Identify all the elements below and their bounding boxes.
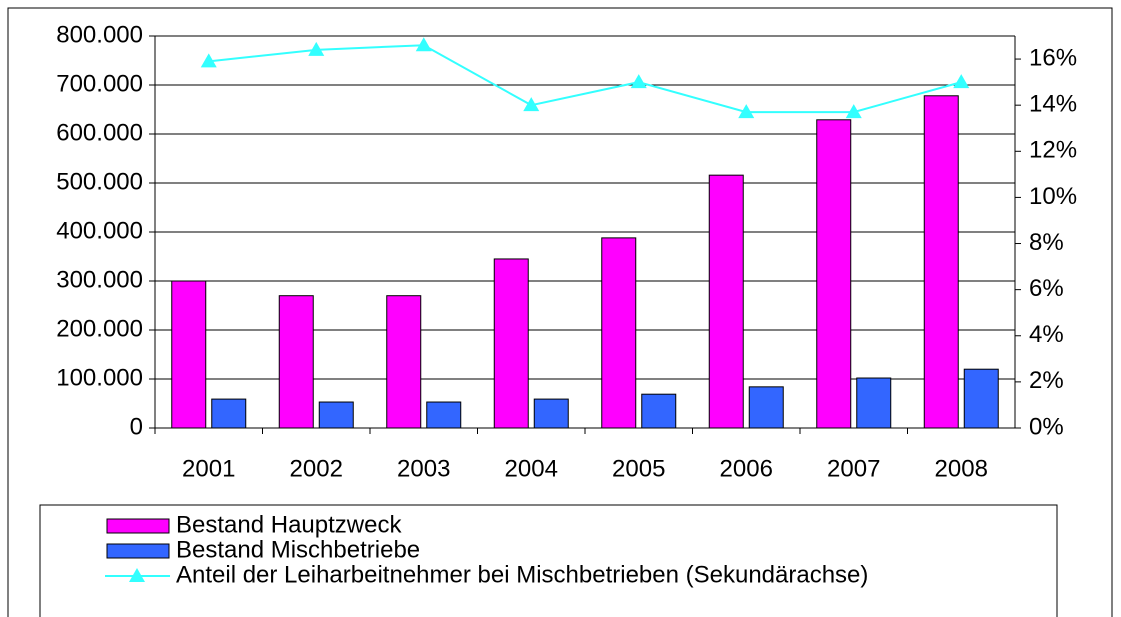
y-tick-label: 400.000 [56, 217, 143, 244]
legend-marker [129, 568, 145, 582]
y-tick-label: 200.000 [56, 315, 143, 342]
y-tick-label: 600.000 [56, 119, 143, 146]
y-tick-label: 0 [130, 413, 143, 440]
y-tick-label: 800.000 [56, 21, 143, 48]
bar [493, 258, 529, 429]
marker [845, 104, 862, 119]
chart-border [7, 7, 1113, 617]
y2-tick-label: 14% [1029, 91, 1077, 118]
marker [953, 74, 970, 89]
x-tick-label: 2007 [827, 455, 880, 482]
legend-label: Anteil der Leiharbeitnehmer bei Mischbet… [176, 561, 868, 588]
y2-tick-label: 10% [1029, 183, 1077, 210]
y2-tick-label: 2% [1029, 367, 1064, 394]
bar [318, 401, 354, 429]
legend-label: Bestand Hauptzweck [176, 511, 402, 538]
y-tick-label: 300.000 [56, 266, 143, 293]
x-tick-label: 2006 [720, 455, 773, 482]
marker [200, 53, 217, 68]
legend-label: Bestand Mischbetriebe [176, 536, 420, 563]
x-tick-label: 2002 [290, 455, 343, 482]
bar [641, 393, 677, 429]
bar [601, 237, 637, 429]
marker [415, 37, 432, 52]
x-tick-label: 2001 [182, 455, 235, 482]
x-tick-label: 2005 [612, 455, 665, 482]
legend-box [39, 504, 1058, 617]
marker [738, 104, 755, 119]
bar [533, 398, 569, 429]
bar [171, 280, 207, 429]
legend-swatch [106, 543, 170, 559]
y2-tick-label: 4% [1029, 321, 1064, 348]
y2-tick-label: 6% [1029, 275, 1064, 302]
x-tick-label: 2008 [935, 455, 988, 482]
x-tick-label: 2004 [505, 455, 558, 482]
bar [278, 295, 314, 429]
y2-tick-label: 8% [1029, 229, 1064, 256]
y2-tick-label: 0% [1029, 413, 1064, 440]
x-tick-label: 2003 [397, 455, 450, 482]
y-tick-label: 500.000 [56, 168, 143, 195]
bar [963, 368, 999, 429]
line [208, 44, 962, 114]
bar [386, 295, 422, 429]
legend-swatch [106, 518, 170, 534]
bar [708, 174, 744, 429]
y-tick-label: 100.000 [56, 364, 143, 391]
bar [748, 386, 784, 429]
marker [630, 74, 647, 89]
marker [308, 41, 325, 56]
y2-tick-label: 12% [1029, 137, 1077, 164]
bar [816, 119, 852, 429]
bar [211, 398, 247, 429]
y-tick-label: 700.000 [56, 70, 143, 97]
bar [426, 401, 462, 429]
bar [856, 377, 892, 429]
marker [523, 97, 540, 112]
bar [923, 95, 959, 429]
y2-tick-label: 16% [1029, 44, 1077, 71]
